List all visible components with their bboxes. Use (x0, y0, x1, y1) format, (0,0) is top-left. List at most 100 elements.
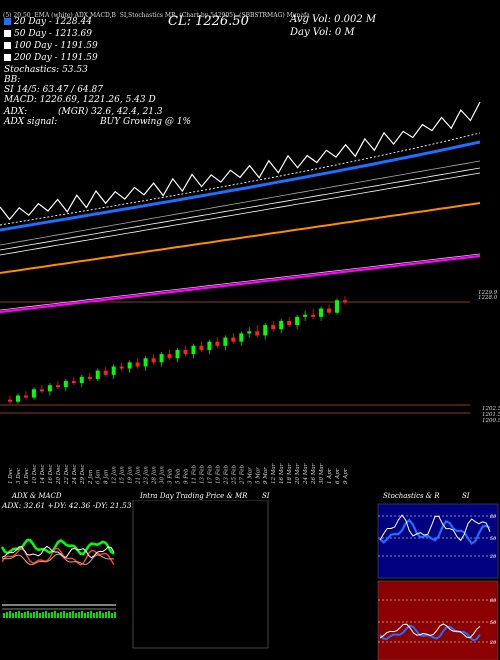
candle (279, 320, 284, 330)
macd-histogram-bar (9, 611, 11, 618)
price-label: 1202.51 (482, 406, 500, 412)
macd-histogram-bar (48, 613, 50, 618)
macd-histogram-bar (90, 611, 92, 618)
macd-histogram-bar (6, 612, 8, 618)
header-item: SI,Stochastics MR (119, 12, 176, 19)
macd-histogram-bar (99, 611, 101, 618)
candle (215, 341, 220, 346)
x-tick-label: 24 Mar (303, 463, 309, 485)
bb-readout: BB: (4, 75, 21, 85)
candle (311, 314, 316, 317)
candle (247, 331, 252, 334)
macd-histogram-bar (60, 612, 62, 618)
x-tick-label: 3 Feb (168, 468, 174, 484)
avg-vol: Avg Vol: 0.002 M (290, 14, 377, 25)
x-tick-label: 8 Dec (24, 468, 30, 484)
stoch-tick-label: 50 (490, 536, 497, 542)
adx-brown-line (1, 553, 115, 566)
header-item: EMA (white) ADX,MACD,B (34, 12, 116, 19)
macd-histogram-bar (84, 613, 86, 618)
ema-50-line (0, 160, 481, 246)
x-tick-label: 12 Mar (271, 463, 277, 484)
intraday-panel-title: Intra Day Trading Price & MR (140, 492, 248, 500)
x-tick-label: 11 Feb (191, 464, 197, 484)
macd-histogram-bar (75, 613, 77, 618)
macd-histogram-bar (18, 611, 20, 618)
x-tick-label: 16 Mar (279, 463, 285, 484)
candle (271, 325, 276, 330)
macd-histogram-bar (78, 612, 80, 618)
adx-readout: ADX: (MGR) 32.6, 42.4, 21.3 (4, 107, 163, 117)
adx-minus-di-line (1, 547, 115, 566)
candle (135, 362, 140, 367)
macd-histogram-bar (51, 612, 53, 618)
legend-swatch (4, 30, 11, 37)
macd-histogram-bar (69, 612, 71, 618)
x-tick-label: 5 Feb (176, 468, 182, 484)
x-tick-label: 30 Jan (160, 466, 166, 484)
candle (295, 316, 300, 326)
candle (319, 308, 324, 317)
candle (95, 370, 100, 379)
macd-histogram-bar (57, 613, 59, 618)
candle (15, 395, 20, 402)
macd-histogram-bar (72, 611, 74, 618)
candle (159, 354, 164, 363)
si-tick-label: 50 (490, 620, 497, 626)
macd-histogram-bar (108, 611, 110, 618)
candle (23, 395, 28, 398)
header-line: (5) 20,50 EMA (white) ADX,MACD,B SI,Stoc… (3, 12, 497, 19)
x-tick-label: 19 Jan (128, 466, 134, 484)
macd-histogram-bar (33, 612, 35, 618)
adx-plus-di-line (0, 538, 115, 556)
macd-histogram-bar (105, 612, 107, 618)
macd-histogram-bar (15, 612, 17, 618)
close-label: CL: 1226.50 (168, 14, 249, 29)
ema-20-line (0, 140, 481, 232)
stochastics-panel (377, 503, 499, 579)
macd-histogram-bar (12, 613, 14, 618)
macd-histogram-bar (81, 611, 83, 618)
adx-line (1, 545, 115, 559)
candle (303, 314, 308, 317)
x-tick-label: 14 Dec (40, 465, 46, 485)
candle (191, 345, 196, 355)
macd-histogram-bar (66, 613, 68, 618)
macd-histogram-bar (93, 613, 95, 618)
x-tick-label: 8 Jan (104, 469, 110, 484)
x-tick-label: 1 Dec (8, 468, 14, 484)
x-tick-label: 25 Feb (231, 464, 237, 485)
si-signal-line (379, 623, 481, 639)
candle (119, 366, 124, 369)
price-label: 1200.51 (482, 418, 500, 424)
macd-histogram-bar (87, 612, 89, 618)
adx-panel-title: ADX & MACD (12, 492, 62, 500)
macd-histogram-bar (45, 611, 47, 618)
adx-signal: ADX signal: BUY Growing @ 1% (4, 117, 192, 127)
x-tick-label: 3 Dec (16, 468, 22, 484)
legend-item: 50 Day - 1213.69 (4, 29, 156, 39)
adx-readout-panel: ADX: 32.61 +DY: 42.36 -DY: 21.53 (2, 501, 132, 510)
x-tick-label: 26 Mar (311, 463, 317, 485)
adx-panel-bg (2, 510, 116, 625)
candle (87, 376, 92, 379)
legend-swatch (4, 42, 11, 49)
macd-histogram-bar (24, 612, 26, 618)
legend-swatch (4, 18, 11, 25)
candle (55, 385, 60, 388)
price-label: 1228.0 (478, 295, 498, 301)
stoch-si-label: SI (462, 492, 470, 500)
macd-histogram-bar (111, 613, 113, 618)
x-tick-label: 6 Apr (335, 468, 341, 484)
candle (175, 349, 180, 359)
candle (199, 345, 204, 350)
macd-histogram-bar (102, 613, 104, 618)
candle (263, 325, 268, 336)
macd-histogram-bar (3, 613, 5, 618)
macd-histogram-bar (54, 611, 56, 618)
macd-histogram-bar (21, 613, 23, 618)
x-tick-label: 30 Mar (319, 463, 325, 484)
candle (8, 399, 12, 402)
x-tick-label: 18 Mar (287, 463, 293, 484)
